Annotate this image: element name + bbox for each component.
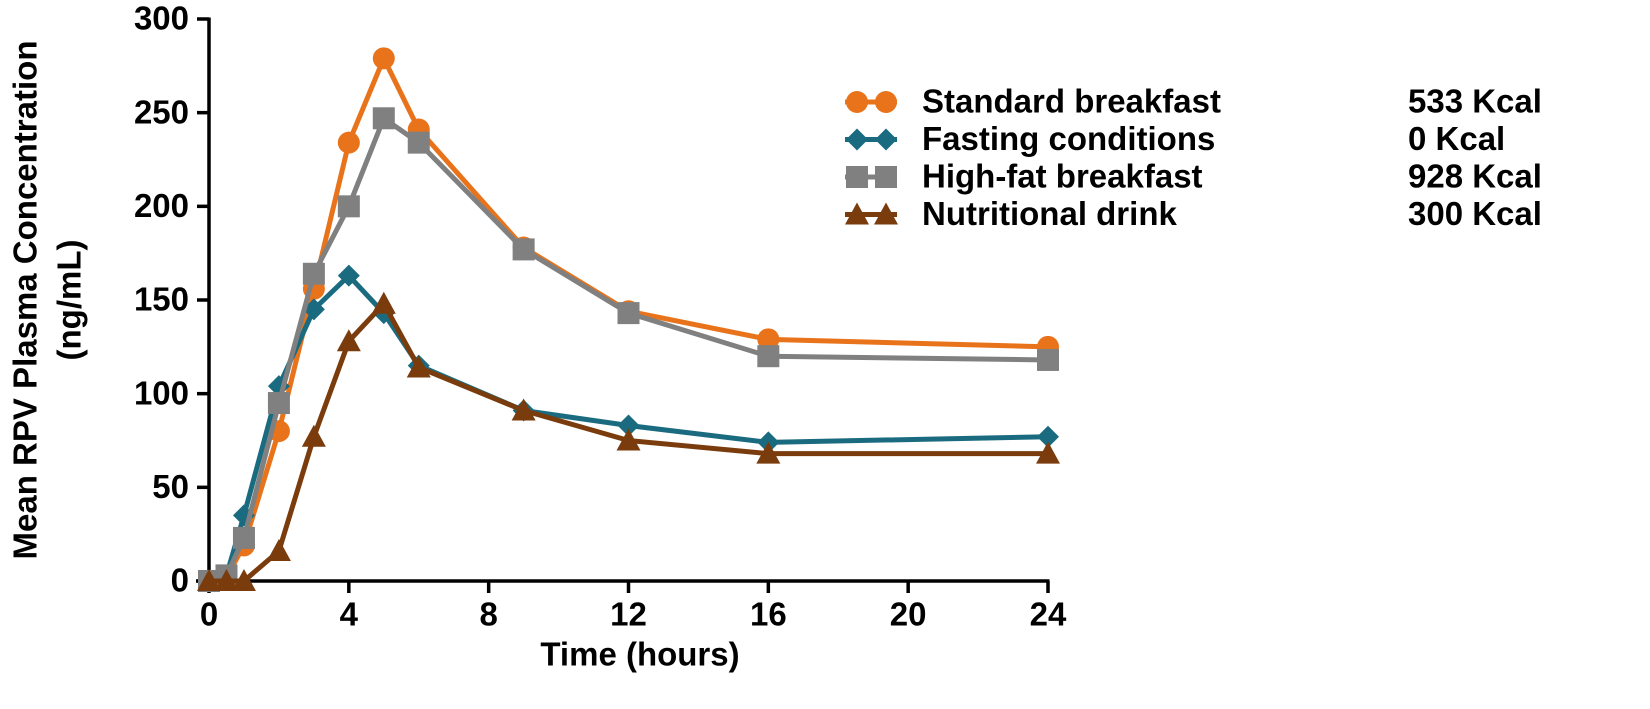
marker bbox=[302, 262, 325, 285]
marker bbox=[336, 329, 361, 352]
marker bbox=[1036, 441, 1060, 464]
marker bbox=[407, 131, 430, 154]
series-line bbox=[208, 273, 1049, 584]
y-tick-label: 200 bbox=[134, 187, 189, 224]
marker bbox=[845, 202, 869, 225]
legend-energy: 300 Kcal bbox=[1408, 195, 1542, 232]
marker bbox=[214, 569, 239, 591]
y-tick-label: 0 bbox=[171, 562, 189, 599]
marker bbox=[372, 47, 395, 70]
x-tick-label: 12 bbox=[610, 596, 647, 633]
marker bbox=[406, 355, 431, 378]
y-tick-label: 300 bbox=[134, 0, 189, 37]
marker bbox=[232, 526, 255, 549]
marker bbox=[617, 414, 640, 437]
legend-energy: 533 Kcal bbox=[1408, 83, 1542, 120]
legend-label: Nutritional drink bbox=[922, 195, 1177, 232]
marker bbox=[371, 291, 396, 314]
marker bbox=[302, 298, 325, 321]
legend-label: Standard breakfast bbox=[922, 83, 1221, 120]
marker bbox=[846, 166, 868, 188]
x-tick-label: 8 bbox=[479, 596, 497, 633]
marker bbox=[512, 238, 535, 261]
y-axis-label: Mean RPV Plasma Concentration bbox=[7, 41, 44, 560]
marker bbox=[756, 441, 781, 464]
marker bbox=[617, 302, 640, 325]
marker bbox=[1037, 348, 1059, 371]
marker bbox=[231, 569, 256, 591]
x-tick-label: 24 bbox=[1030, 596, 1067, 633]
x-tick-label: 0 bbox=[200, 596, 218, 633]
x-tick-label: 4 bbox=[340, 596, 359, 633]
marker bbox=[267, 392, 290, 415]
y-tick-label: 50 bbox=[152, 468, 189, 505]
marker bbox=[874, 202, 898, 225]
marker bbox=[372, 107, 395, 130]
marker bbox=[301, 424, 326, 447]
marker bbox=[875, 128, 897, 151]
legend-energy: 928 Kcal bbox=[1408, 158, 1542, 195]
y-tick-label: 100 bbox=[134, 374, 189, 411]
marker bbox=[846, 128, 868, 151]
marker bbox=[1037, 425, 1059, 448]
marker bbox=[337, 195, 360, 218]
marker bbox=[846, 91, 868, 113]
marker bbox=[511, 398, 536, 421]
marker bbox=[875, 166, 897, 188]
y-axis-label: (ng/mL) bbox=[51, 240, 88, 361]
legend-label: High-fat breakfast bbox=[922, 158, 1203, 195]
x-tick-label: 20 bbox=[890, 596, 927, 633]
y-tick-label: 250 bbox=[134, 93, 189, 130]
marker bbox=[197, 569, 221, 591]
marker bbox=[757, 345, 780, 368]
y-tick-label: 150 bbox=[134, 281, 189, 318]
legend-energy: 0 Kcal bbox=[1408, 120, 1505, 157]
x-axis-label: Time (hours) bbox=[540, 636, 739, 673]
marker bbox=[337, 264, 360, 287]
marker bbox=[616, 428, 641, 451]
marker bbox=[757, 328, 780, 351]
marker bbox=[875, 91, 897, 113]
marker bbox=[266, 539, 291, 562]
x-tick-label: 16 bbox=[750, 596, 787, 633]
legend-label: Fasting conditions bbox=[922, 120, 1215, 157]
marker bbox=[337, 131, 360, 154]
